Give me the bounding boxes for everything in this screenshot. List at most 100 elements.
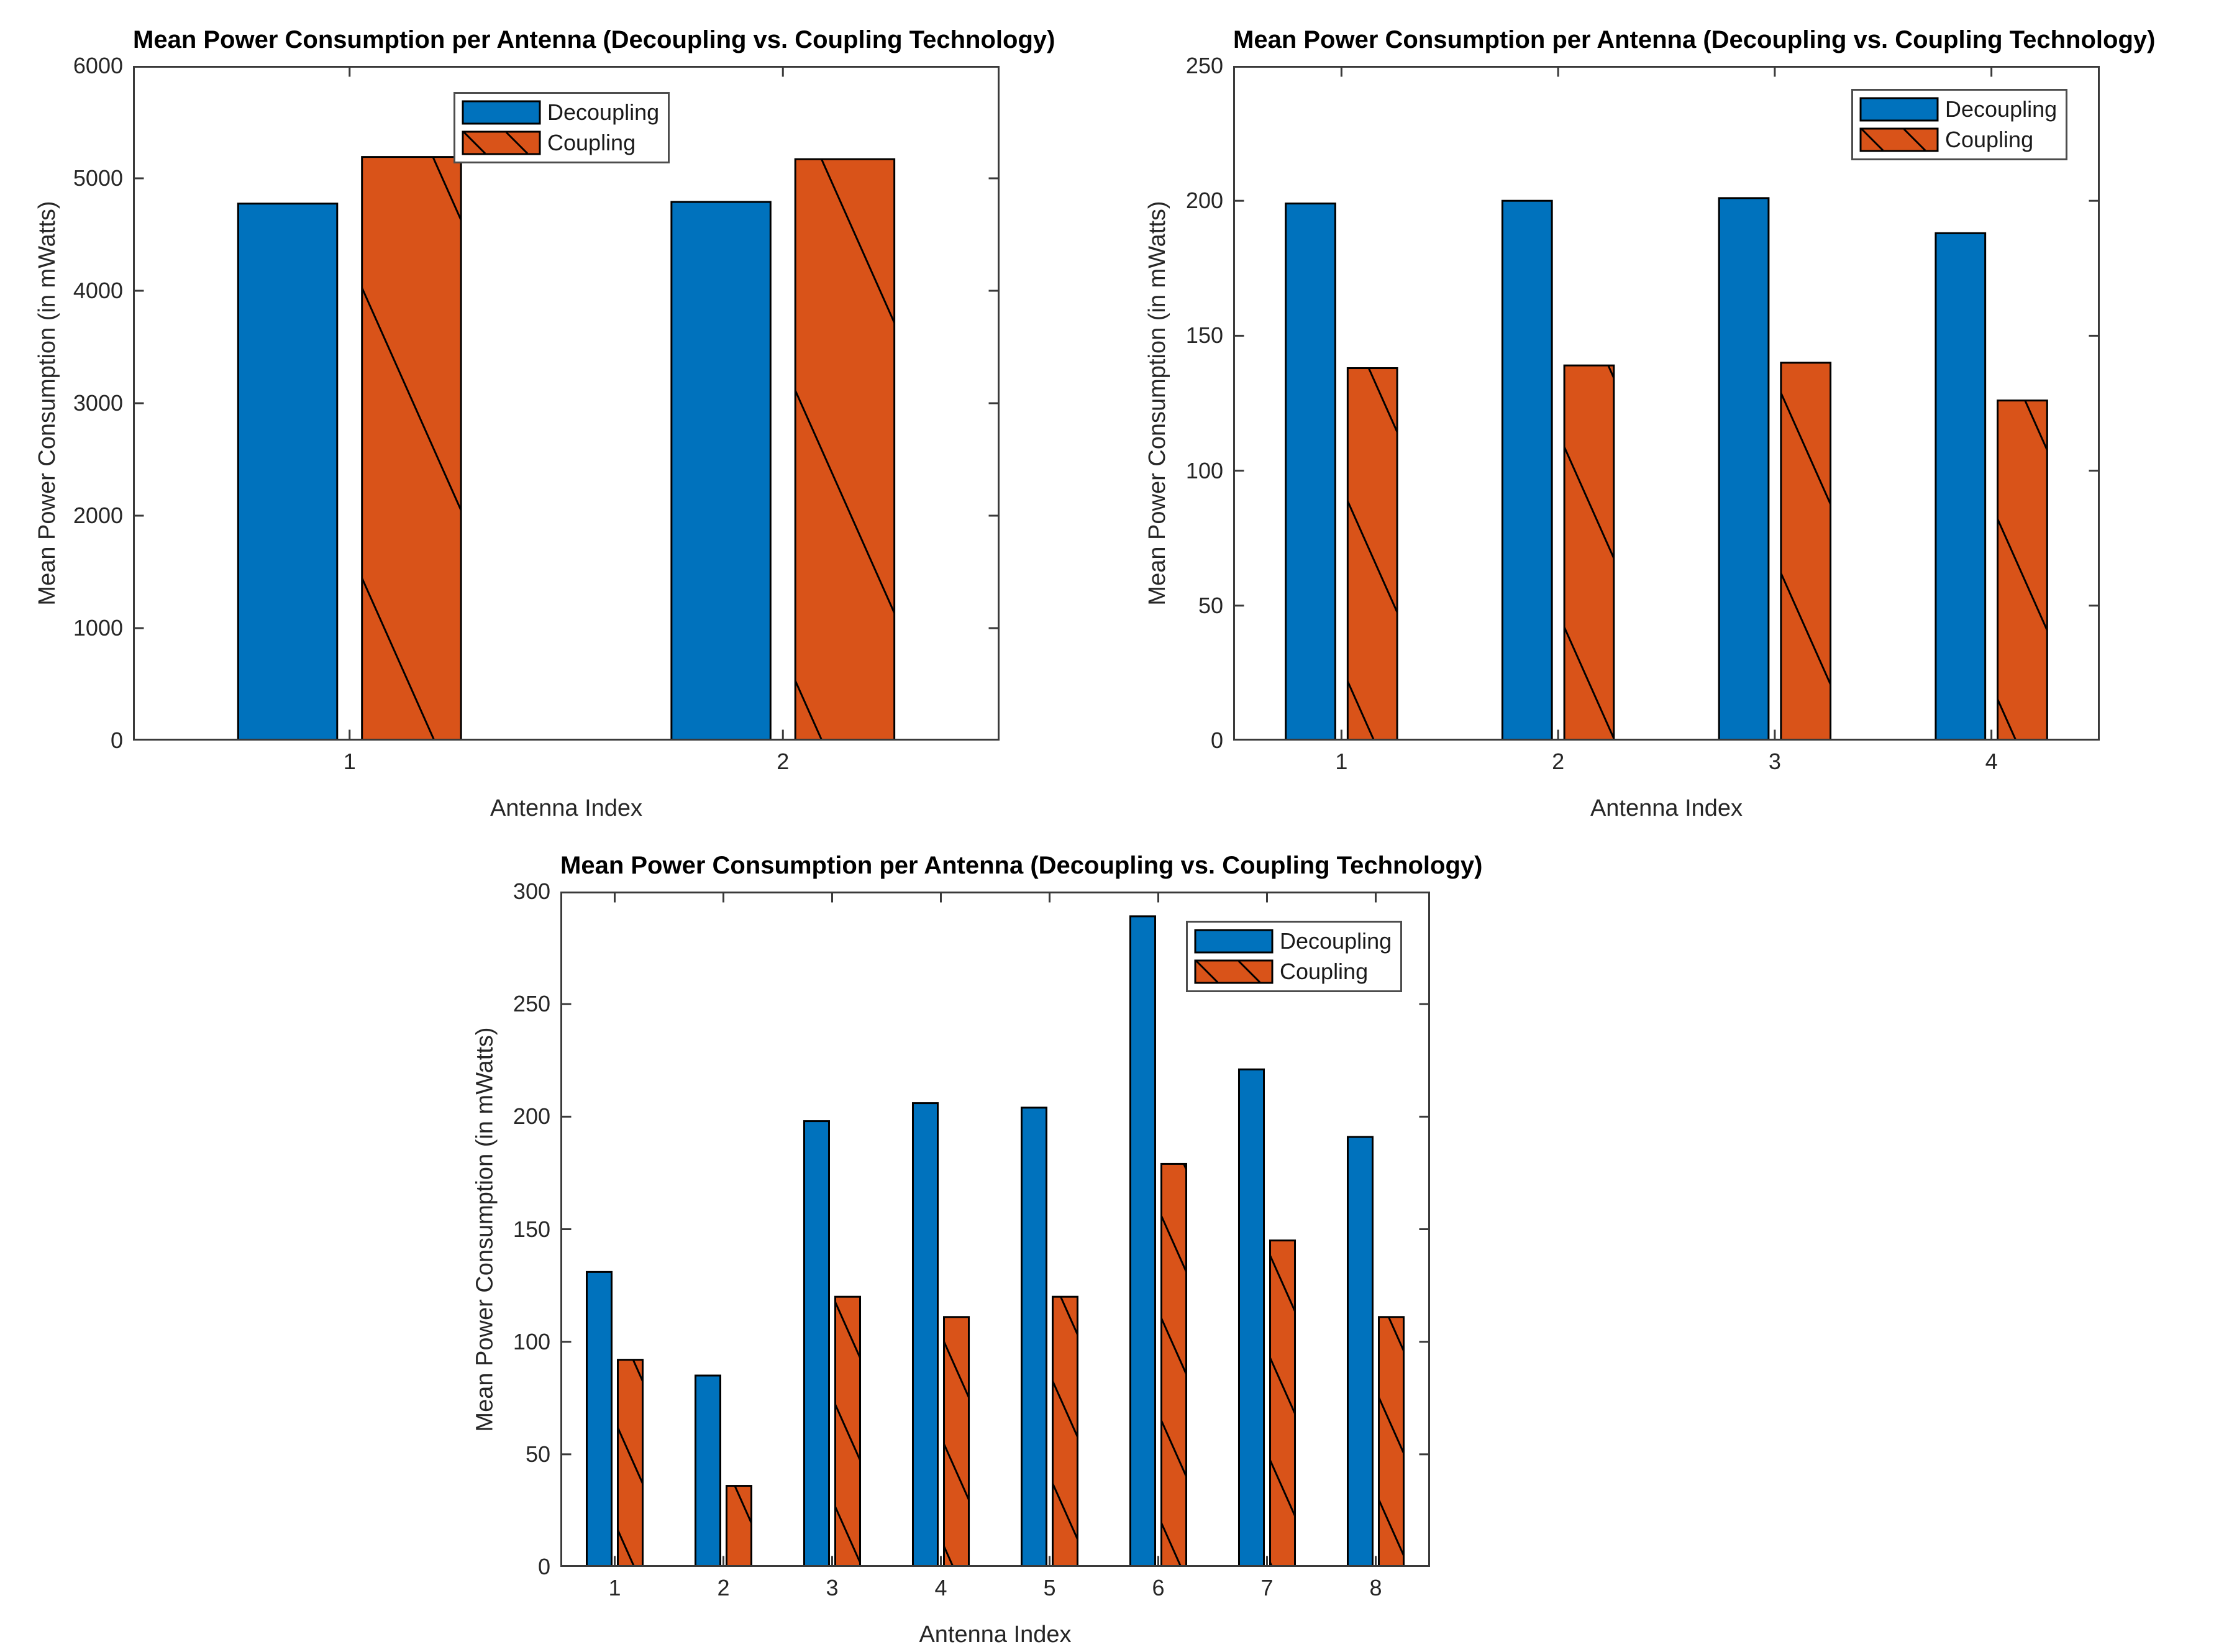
y-tick-label: 150	[513, 1216, 550, 1242]
y-tick-label: 5000	[73, 165, 123, 191]
bar-coupling-2-hatch	[726, 1485, 752, 1567]
bar-coupling-1-hatch	[1347, 368, 1398, 741]
bar-decoupling-8	[1346, 1136, 1374, 1567]
bar-coupling-8-hatch	[1379, 1317, 1404, 1567]
y-tick-label: 50	[1198, 592, 1223, 618]
x-tick-label: 4	[1985, 749, 1998, 774]
x-tick-label: 1	[343, 749, 356, 774]
plot-area	[133, 66, 1000, 741]
legend-key-coupling	[1859, 127, 1939, 152]
legend: Decoupling Coupling	[1186, 921, 1403, 992]
chart-title: Mean Power Consumption per Antenna (Deco…	[1233, 26, 2156, 53]
legend-hatch-line	[1237, 960, 1261, 983]
legend-label: Decoupling	[1945, 96, 2058, 122]
legend-label: Coupling	[547, 130, 636, 155]
legend-hatch-line	[1903, 128, 1926, 152]
chart-title: Mean Power Consumption per Antenna (Deco…	[560, 852, 1483, 879]
x-axis-label: Antenna Index	[1590, 795, 1743, 821]
x-tick-label: 2	[777, 749, 790, 774]
legend-hatch-line	[463, 131, 486, 155]
bar-coupling-2-hatch	[795, 159, 895, 741]
y-tick-label: 2000	[73, 503, 123, 528]
x-tick-label: 4	[934, 1575, 947, 1600]
x-tick-label: 2	[717, 1575, 730, 1600]
legend-label: Coupling	[1280, 959, 1369, 984]
legend-label: Decoupling	[1280, 928, 1392, 954]
bar-coupling-7-hatch	[1270, 1240, 1295, 1567]
legend-swatch	[462, 100, 541, 125]
legend-row-decoupling: Decoupling	[1859, 96, 2057, 122]
legend-swatch	[1194, 929, 1274, 954]
y-tick-label: 200	[513, 1103, 550, 1129]
y-axis-label: Mean Power Consumption (in mWatts)	[1144, 201, 1170, 606]
bar-coupling-3-hatch	[835, 1297, 860, 1567]
bar-decoupling-1	[237, 203, 339, 741]
bar-coupling-1-hatch	[618, 1359, 643, 1567]
plot-area	[560, 892, 1430, 1567]
x-axis-label: Antenna Index	[490, 795, 643, 821]
legend-row-coupling: Coupling	[1859, 127, 2057, 153]
bar-coupling-5-hatch	[1052, 1297, 1078, 1567]
y-tick-label: 0	[110, 728, 123, 753]
legend-row-coupling: Coupling	[462, 130, 659, 156]
y-tick-label: 200	[1185, 188, 1223, 214]
legend-swatch	[1859, 97, 1939, 122]
plot-area	[1233, 66, 2100, 741]
y-tick-label: 50	[525, 1441, 550, 1467]
bar-decoupling-4	[911, 1102, 939, 1567]
legend-key-decoupling	[1194, 929, 1274, 954]
chart-title: Mean Power Consumption per Antenna (Deco…	[133, 26, 1055, 53]
axis-box	[1233, 66, 2100, 741]
bar-decoupling-2	[694, 1374, 721, 1567]
x-tick-label: 1	[1335, 749, 1348, 774]
bar-decoupling-6	[1129, 915, 1156, 1567]
bar-decoupling-1	[1285, 203, 1336, 741]
y-tick-label: 100	[1185, 457, 1223, 483]
bar-decoupling-2	[1501, 199, 1553, 741]
y-tick-label: 0	[537, 1554, 550, 1579]
bar-coupling-6-hatch	[1161, 1164, 1187, 1567]
x-tick-label: 6	[1152, 1575, 1165, 1600]
bar-decoupling-7	[1237, 1068, 1265, 1567]
bar-coupling-2-hatch	[1564, 365, 1614, 741]
bar-coupling-1-hatch	[362, 157, 462, 741]
legend-hatch-line	[1195, 960, 1219, 983]
legend-key-decoupling	[1859, 97, 1939, 122]
bar-coupling-4-hatch	[1997, 400, 2048, 741]
bar-decoupling-2	[670, 201, 772, 741]
y-tick-label: 100	[513, 1328, 550, 1354]
legend-hatch-line	[1861, 128, 1884, 152]
legend: Decoupling Coupling	[1851, 89, 2068, 160]
legend-row-decoupling: Decoupling	[462, 99, 659, 125]
axis-box	[560, 892, 1430, 1567]
bar-decoupling-4	[1935, 232, 1987, 741]
y-tick-label: 250	[1185, 53, 1223, 78]
bar-coupling-3-hatch	[1780, 362, 1831, 741]
bar-decoupling-3	[1718, 197, 1770, 741]
axis-box	[133, 66, 1000, 741]
x-axis-label: Antenna Index	[919, 1622, 1072, 1648]
legend-hatch-line	[505, 131, 529, 155]
y-tick-label: 250	[513, 991, 550, 1017]
bar-decoupling-3	[803, 1120, 830, 1567]
legend-label: Coupling	[1945, 127, 2034, 152]
legend: Decoupling Coupling	[453, 92, 670, 163]
x-tick-label: 3	[1768, 749, 1781, 774]
x-tick-label: 8	[1369, 1575, 1382, 1600]
bar-decoupling-5	[1020, 1107, 1047, 1567]
legend-row-decoupling: Decoupling	[1194, 928, 1392, 954]
y-tick-label: 6000	[73, 53, 123, 78]
x-tick-label: 3	[826, 1575, 839, 1600]
legend-key-coupling	[1194, 959, 1274, 984]
x-tick-label: 2	[1552, 749, 1565, 774]
legend-row-coupling: Coupling	[1194, 959, 1392, 985]
y-tick-label: 150	[1185, 322, 1223, 349]
legend-key-coupling	[462, 130, 541, 155]
x-tick-label: 5	[1043, 1575, 1056, 1600]
x-tick-label: 7	[1260, 1575, 1274, 1600]
y-tick-label: 0	[1210, 728, 1223, 753]
x-tick-label: 1	[608, 1575, 621, 1600]
legend-label: Decoupling	[547, 99, 660, 125]
bar-coupling-4-hatch	[944, 1317, 969, 1567]
